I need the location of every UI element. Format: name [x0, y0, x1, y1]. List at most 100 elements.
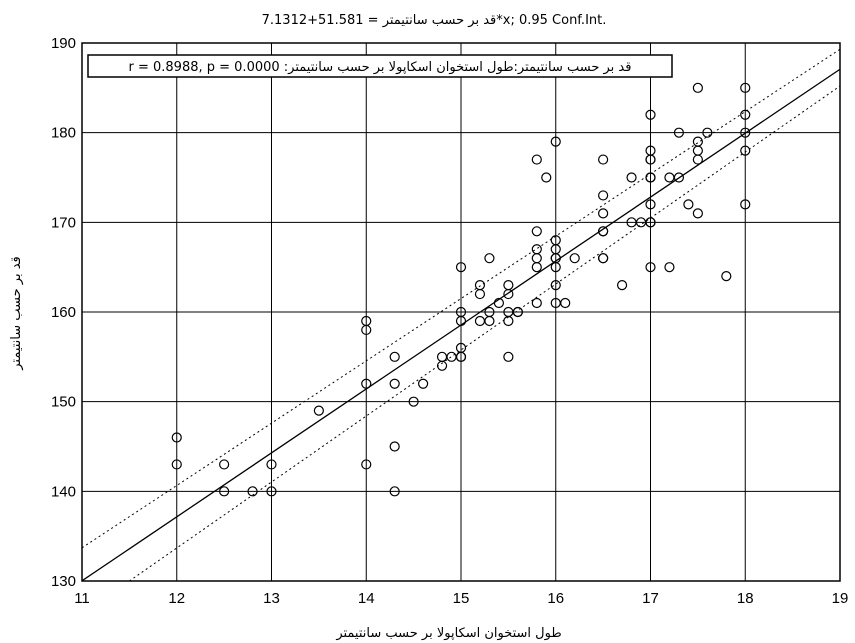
data-point: [474, 280, 486, 291]
data-point: [626, 172, 637, 183]
confidence-band: [82, 48, 840, 581]
data-point: [436, 360, 448, 371]
x-tick-label: 12: [168, 590, 185, 607]
data-point: [569, 253, 580, 264]
data-point: [389, 378, 400, 389]
data-point: [598, 253, 609, 264]
data-point: [455, 262, 467, 273]
data-point: [361, 459, 372, 470]
data-point: [683, 199, 694, 210]
data-point: [664, 172, 675, 183]
data-point: [503, 315, 514, 327]
data-point: [171, 459, 182, 470]
data-point: [446, 351, 457, 362]
data-point: [740, 82, 751, 93]
data-point: [503, 351, 514, 362]
legend-box: قد بر حسب سانتیمتر:طول استخوان اسکاپولا …: [87, 54, 673, 78]
data-point: [266, 459, 277, 470]
data-point: [550, 262, 561, 273]
data-point: [436, 351, 448, 362]
data-point: [389, 441, 400, 452]
x-tick-label: 17: [642, 590, 659, 607]
data-point: [474, 315, 486, 327]
data-point: [493, 297, 504, 309]
data-point: [692, 82, 703, 93]
confidence-line-upper: [82, 48, 840, 549]
data-point: [266, 486, 277, 497]
y-tick-label: 180: [51, 125, 76, 142]
data-point: [550, 136, 561, 147]
data-point: [531, 244, 542, 255]
data-point: [664, 262, 675, 273]
data-point: [474, 288, 486, 300]
data-point: [721, 271, 732, 282]
plot-frame: [81, 42, 841, 582]
x-tick-label: 11: [74, 590, 90, 607]
x-tick-label: 19: [832, 590, 849, 607]
plot-area: [81, 42, 841, 582]
data-point: [389, 351, 400, 362]
data-point: [692, 154, 703, 165]
data-point: [598, 154, 609, 165]
y-tick-label: 170: [51, 214, 76, 231]
data-point: [361, 378, 372, 389]
x-axis-label: طول استخوان اسکاپولا بر حسب سانتیمتر: [335, 626, 561, 641]
y-tick-label: 190: [51, 35, 76, 52]
y-tick-label: 160: [51, 304, 76, 321]
data-point: [171, 432, 182, 443]
data-point: [598, 190, 609, 201]
y-axis-ticks: 130 140 150 160 170 180 190: [51, 35, 76, 590]
data-point: [645, 262, 656, 273]
data-point: [702, 127, 713, 138]
x-tick-label: 14: [358, 590, 375, 607]
data-point: [740, 145, 751, 156]
x-tick-label: 18: [737, 590, 754, 607]
data-points: [171, 82, 751, 497]
y-tick-label: 140: [51, 483, 76, 500]
data-point: [531, 297, 542, 309]
data-point: [645, 199, 656, 210]
data-point: [455, 351, 467, 362]
data-point: [692, 145, 703, 156]
confidence-line-lower: [129, 85, 840, 581]
data-point: [531, 262, 542, 273]
data-point: [740, 109, 751, 120]
data-point: [389, 486, 400, 497]
y-tick-label: 130: [51, 573, 76, 590]
data-point: [692, 208, 703, 219]
x-tick-label: 16: [547, 590, 564, 607]
legend-text: قد بر حسب سانتیمتر:طول استخوان اسکاپولا …: [129, 60, 632, 75]
data-point: [673, 172, 685, 183]
data-point: [512, 306, 523, 318]
data-point: [673, 127, 685, 138]
data-point: [484, 253, 495, 264]
data-point: [219, 459, 230, 470]
legend-frame: [87, 54, 673, 78]
data-point: [484, 315, 495, 327]
data-point: [616, 280, 628, 291]
data-point: [455, 315, 467, 327]
data-point: [418, 378, 429, 389]
chart-title: قد بر حسب سانتیمتر = 51.581+7.1312*x; 0.…: [262, 13, 607, 28]
data-point: [361, 324, 372, 336]
data-point: [541, 172, 552, 183]
data-point: [645, 217, 656, 228]
data-point: [692, 136, 703, 147]
data-point: [408, 396, 419, 407]
grid-lines: [81, 42, 841, 582]
data-point: [740, 199, 751, 210]
data-point: [560, 297, 571, 309]
x-tick-label: 13: [263, 590, 280, 607]
data-point: [219, 486, 230, 497]
data-point: [503, 288, 514, 300]
data-point: [247, 486, 258, 497]
data-point: [645, 154, 656, 165]
data-point: [598, 208, 609, 219]
data-point: [531, 154, 542, 165]
data-point: [740, 127, 751, 138]
data-point: [598, 226, 609, 237]
y-axis-label: قد بر حسب سانتیمتر: [9, 256, 24, 371]
data-point: [531, 253, 542, 264]
y-tick-label: 150: [51, 394, 76, 411]
